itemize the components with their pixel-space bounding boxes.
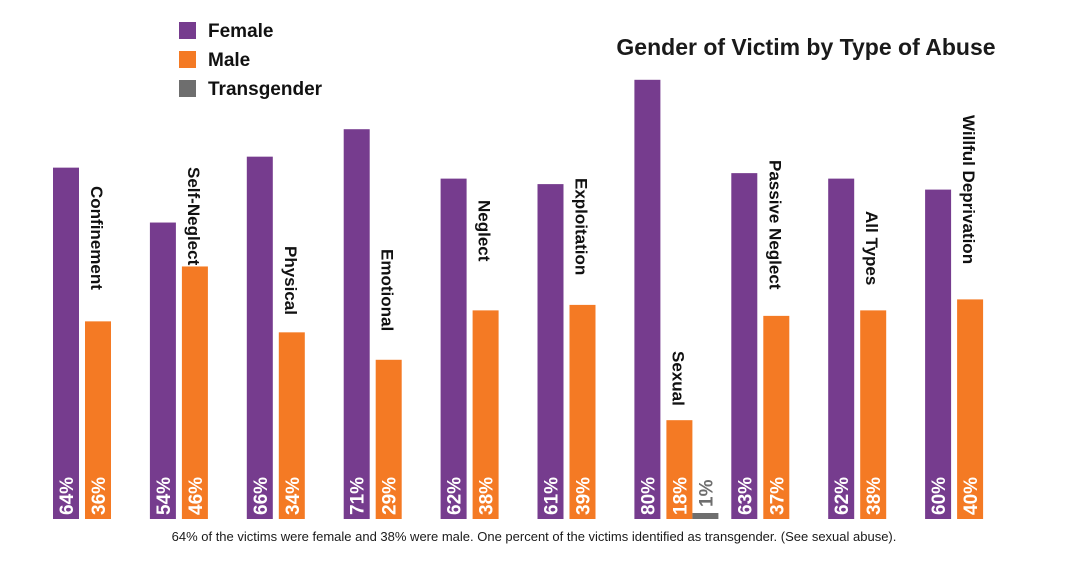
value-label: 18%: [670, 477, 691, 515]
legend-swatch-male: [179, 51, 196, 68]
category-label: All Types: [862, 211, 881, 285]
value-label: 62%: [832, 477, 853, 515]
bar-male-sexual: [666, 420, 693, 519]
legend-swatch-transgender: [179, 80, 196, 97]
bar-female-sexual: [634, 79, 661, 520]
value-label: 34%: [283, 477, 304, 515]
value-label: 39%: [574, 477, 595, 515]
bars: [53, 79, 984, 520]
bar-female-all-types: [828, 178, 855, 519]
bar-male-all-types: [860, 310, 887, 519]
bar-female-physical: [246, 156, 273, 519]
value-label: 38%: [477, 477, 498, 515]
category-label: Emotional: [378, 249, 397, 331]
category-labels: Confinement Self-Neglect Physical Emotional…: [87, 115, 978, 406]
value-label: 60%: [929, 477, 950, 515]
bar-male-physical: [278, 332, 305, 519]
bar-male-neglect: [472, 310, 499, 519]
value-label: 61%: [542, 477, 563, 515]
bar-male-self-neglect: [181, 266, 208, 519]
category-label: Sexual: [668, 351, 687, 406]
value-label: 66%: [251, 477, 272, 515]
category-label: Confinement: [87, 186, 106, 290]
value-label: 71%: [348, 477, 369, 515]
bar-male-emotional: [375, 359, 402, 519]
category-label: Exploitation: [572, 178, 591, 275]
value-label: 38%: [864, 477, 885, 515]
bar-female-passive-neglect: [731, 173, 758, 519]
value-label: 64%: [57, 477, 78, 515]
bar-female-exploitation: [537, 184, 564, 520]
value-label: 40%: [961, 477, 982, 515]
bar-male-passive-neglect: [763, 315, 790, 519]
legend-swatch-female: [179, 22, 196, 39]
bar-female-confinement: [53, 167, 79, 519]
bar-male-willful-deprivation: [957, 299, 984, 519]
category-label: Passive Neglect: [765, 160, 784, 290]
category-label: Willful Deprivation: [959, 115, 978, 264]
legend: Female Male Transgender: [179, 21, 323, 100]
legend-label-female: Female: [208, 21, 273, 42]
value-label: 1%: [696, 479, 717, 507]
value-label: 63%: [735, 477, 756, 515]
value-label: 46%: [186, 477, 207, 515]
value-label: 37%: [767, 477, 788, 515]
value-labels: 64% 36% 54% 46% 66% 34% 71% 29% 62% 38% 61% 39% 80% 1…: [57, 477, 982, 515]
value-label: 54%: [154, 477, 175, 515]
bar-female-neglect: [440, 178, 467, 519]
bar-female-willful-deprivation: [925, 189, 952, 519]
category-label: Self-Neglect: [184, 167, 203, 266]
value-label: 62%: [445, 477, 466, 515]
bar-female-self-neglect: [149, 222, 176, 520]
chart-title: Gender of Victim by Type of Abuse: [616, 34, 995, 60]
value-label: 36%: [89, 477, 110, 515]
bar-female-emotional: [343, 129, 370, 519]
bar-male-confinement: [85, 321, 111, 519]
value-label: 29%: [380, 477, 401, 515]
category-label: Neglect: [475, 200, 494, 262]
legend-label-transgender: Transgender: [208, 79, 323, 100]
legend-label-male: Male: [208, 50, 250, 71]
category-label: Physical: [281, 246, 300, 315]
bar-chart: Female Male Transgender Gender of Victim b…: [53, 21, 996, 520]
bar-transgender-sexual: [692, 513, 719, 519]
value-label: 80%: [638, 477, 659, 515]
caption: 64% of the victims were female and 38% w…: [171, 529, 897, 544]
bar-male-exploitation: [569, 304, 596, 519]
